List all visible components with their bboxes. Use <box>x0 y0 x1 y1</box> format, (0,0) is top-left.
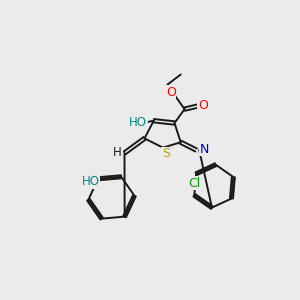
Text: HO: HO <box>82 176 100 188</box>
Text: O: O <box>166 86 175 99</box>
Text: H: H <box>113 146 122 159</box>
Text: Cl: Cl <box>188 176 201 190</box>
Text: S: S <box>162 147 170 160</box>
Text: N: N <box>200 143 209 156</box>
Text: O: O <box>198 99 208 112</box>
Text: HO: HO <box>129 116 147 129</box>
